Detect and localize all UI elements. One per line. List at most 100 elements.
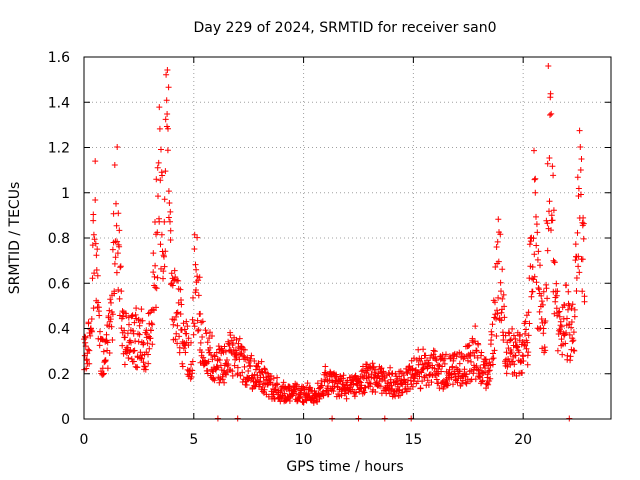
data-point	[161, 253, 167, 260]
data-point	[199, 318, 206, 325]
data-point	[152, 262, 159, 269]
data-point	[194, 234, 201, 241]
data-point	[530, 235, 537, 242]
data-point	[92, 197, 99, 203]
data-point	[422, 352, 429, 359]
data-point	[86, 347, 93, 354]
data-point	[533, 279, 540, 286]
data-point	[243, 378, 250, 385]
data-point	[525, 349, 532, 356]
data-point	[140, 359, 147, 366]
data-point	[494, 238, 501, 245]
data-point	[82, 333, 88, 340]
data-point	[162, 168, 169, 175]
data-point	[209, 333, 215, 339]
x-tick-label: 15	[404, 432, 422, 448]
data-point	[469, 335, 476, 342]
data-point	[104, 339, 111, 346]
data-point	[104, 365, 111, 372]
data-point	[196, 274, 203, 281]
data-point	[207, 329, 213, 336]
data-point	[173, 310, 180, 316]
data-point	[486, 367, 493, 374]
data-point	[526, 320, 533, 327]
data-point	[456, 360, 463, 367]
data-point	[351, 393, 358, 400]
data-point	[251, 371, 258, 378]
data-point	[239, 369, 246, 376]
data-point	[229, 368, 236, 375]
data-point	[135, 338, 142, 345]
data-point	[185, 335, 192, 342]
data-point	[488, 331, 495, 338]
data-point	[356, 388, 363, 395]
data-point	[569, 301, 576, 308]
data-point	[90, 231, 97, 238]
data-point	[245, 368, 252, 374]
data-point	[149, 321, 156, 328]
data-point	[571, 306, 578, 313]
data-point	[199, 334, 206, 340]
data-point	[128, 339, 134, 346]
data-point	[100, 348, 107, 355]
data-point	[141, 363, 148, 370]
data-point	[454, 379, 461, 386]
data-point	[93, 267, 100, 273]
data-point	[497, 279, 504, 286]
data-point	[99, 336, 106, 343]
data-point	[233, 336, 240, 343]
data-point	[553, 305, 560, 312]
data-point	[165, 188, 172, 195]
data-point	[364, 367, 371, 374]
data-point	[183, 330, 190, 337]
data-point	[571, 313, 578, 320]
data-point	[248, 352, 255, 359]
data-point	[95, 304, 102, 311]
data-point	[567, 353, 574, 360]
data-point	[108, 323, 115, 330]
data-point	[521, 341, 528, 348]
data-point	[495, 294, 502, 301]
y-tick-label: 0.4	[48, 322, 70, 338]
data-point	[108, 299, 114, 306]
data-point	[110, 210, 117, 217]
data-point	[556, 313, 563, 320]
data-point	[149, 306, 156, 313]
data-point	[464, 357, 471, 364]
data-point	[146, 345, 153, 352]
data-point	[240, 352, 246, 359]
data-point	[252, 383, 259, 389]
data-point	[123, 350, 130, 357]
data-point	[475, 341, 482, 348]
data-point	[358, 382, 365, 389]
data-point	[547, 90, 554, 97]
data-point	[524, 361, 531, 368]
data-point	[551, 259, 558, 266]
data-point	[575, 185, 582, 192]
data-point	[528, 293, 535, 300]
data-point	[468, 358, 474, 365]
grid-lines	[84, 57, 611, 419]
data-point	[470, 370, 477, 377]
data-point	[175, 277, 182, 284]
data-point	[506, 330, 513, 337]
data-point	[463, 380, 470, 387]
data-point	[90, 211, 97, 218]
data-point	[136, 331, 143, 338]
data-point	[260, 380, 267, 386]
data-point	[90, 305, 97, 312]
data-point	[216, 357, 223, 363]
data-point	[192, 261, 199, 268]
data-point	[534, 256, 541, 263]
data-point	[510, 332, 517, 339]
data-point	[119, 342, 126, 349]
data-point	[544, 247, 551, 254]
data-point	[211, 353, 218, 360]
data-point	[157, 177, 164, 184]
data-point	[523, 312, 530, 319]
data-point	[372, 389, 379, 395]
data-point	[184, 323, 191, 330]
data-point	[517, 333, 523, 339]
data-point	[501, 303, 508, 310]
data-point	[162, 116, 169, 123]
